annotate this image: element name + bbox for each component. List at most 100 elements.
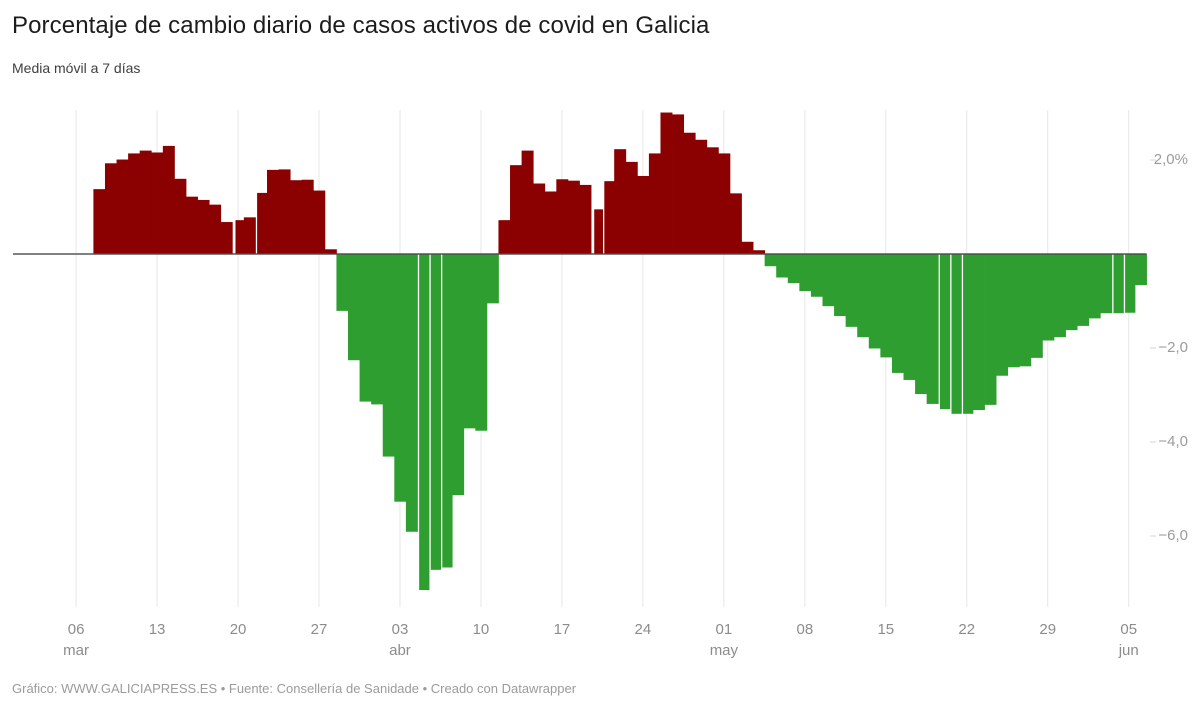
x-tick-day-05: 05 xyxy=(1120,621,1138,638)
bar-12-may xyxy=(845,254,858,327)
bar-23-may xyxy=(972,254,985,411)
bar-29-mar xyxy=(336,254,349,311)
bar-17-mar xyxy=(197,199,210,254)
bar-28-abr xyxy=(683,132,696,254)
bar-24-mar xyxy=(278,169,291,254)
bar-06-abr xyxy=(430,254,441,570)
bar-09-may xyxy=(810,254,823,297)
bar-30-may xyxy=(1053,254,1066,338)
bar-01-may xyxy=(718,153,731,254)
y-tick-label-3: −6,0 xyxy=(1158,527,1188,544)
bar-23-abr xyxy=(625,161,638,254)
bar-10-abr xyxy=(475,254,488,431)
bar-27-may xyxy=(1019,254,1032,367)
gridline-13 xyxy=(156,110,158,607)
bar-20-may xyxy=(939,254,951,410)
x-tick-day-24: 24 xyxy=(634,621,652,638)
bar-14-abr xyxy=(521,150,534,254)
bar-15-abr xyxy=(533,183,546,254)
bar-29-abr xyxy=(695,139,708,254)
bar-04-jun xyxy=(1113,254,1124,314)
y-tick-label-2: −4,0 xyxy=(1158,433,1188,450)
bar-17-abr xyxy=(556,179,569,254)
x-tick-day-20: 20 xyxy=(229,621,247,638)
bar-11-may xyxy=(834,254,847,317)
x-tick-day-22: 22 xyxy=(958,621,976,638)
bar-27-mar xyxy=(313,190,326,254)
bar-22-may xyxy=(963,254,974,414)
x-tick-day-06: 06 xyxy=(67,621,85,638)
bar-02-jun xyxy=(1088,254,1101,319)
y-tick-label-0: 2,0% xyxy=(1153,151,1188,168)
bar-16-abr xyxy=(544,191,557,254)
x-tick-month-may: may xyxy=(709,642,739,659)
bar-24-abr xyxy=(637,175,650,254)
bar-26-abr xyxy=(660,112,673,254)
bar-05-may xyxy=(764,254,777,267)
x-tick-day-29: 29 xyxy=(1039,621,1057,638)
chart-subtitle: Media móvil a 7 días xyxy=(12,60,141,76)
bar-18-mar xyxy=(209,204,222,254)
bar-06-may xyxy=(776,254,789,278)
bar-03-jun xyxy=(1100,254,1113,314)
x-tick-day-10: 10 xyxy=(472,621,490,638)
bar-03-may xyxy=(741,241,754,254)
gridline-15 xyxy=(885,110,887,607)
bar-01-abr xyxy=(371,254,384,405)
y-tick-label-1: −2,0 xyxy=(1158,339,1188,356)
x-tick-day-13: 13 xyxy=(148,621,166,638)
x-tick-day-03: 03 xyxy=(391,621,409,638)
y-tick-mark--4 xyxy=(1150,441,1156,443)
bar-03-abr xyxy=(394,254,407,502)
bar-10-may xyxy=(822,254,835,307)
bar-26-mar xyxy=(301,179,314,254)
bar-13-may xyxy=(857,254,870,338)
gridline-08 xyxy=(804,110,806,607)
x-tick-day-17: 17 xyxy=(553,621,571,638)
bar-04-may xyxy=(753,250,766,254)
x-tick-day-27: 27 xyxy=(310,621,328,638)
gridline-29 xyxy=(1047,110,1049,607)
bar-25-abr xyxy=(648,153,661,254)
bar-28-may xyxy=(1030,254,1043,358)
bar-25-may xyxy=(996,254,1009,376)
bar-02-may xyxy=(729,193,742,254)
gridline-20 xyxy=(237,110,239,607)
bar-28-mar xyxy=(324,249,337,254)
bar-18-may xyxy=(915,254,928,395)
bar-01-jun xyxy=(1077,254,1090,326)
gridline-06-mar xyxy=(75,110,77,607)
bar-04-abr xyxy=(405,254,418,532)
gridline-27 xyxy=(318,110,320,607)
bar-31-may xyxy=(1065,254,1078,331)
bar-22-abr xyxy=(614,149,627,254)
bar-21-mar xyxy=(243,217,256,254)
x-tick-day-15: 15 xyxy=(877,621,895,638)
bar-19-abr xyxy=(579,184,592,254)
bar-09-mar xyxy=(104,163,117,254)
bar-20-mar xyxy=(235,220,245,254)
bar-19-may xyxy=(926,254,939,404)
x-tick-month-abr: abr xyxy=(389,642,411,659)
bar-30-mar xyxy=(348,254,360,361)
bar-15-mar xyxy=(174,178,187,254)
bar-11-mar xyxy=(128,153,141,254)
chart-title: Porcentaje de cambio diario de casos act… xyxy=(12,12,710,39)
bar-13-mar xyxy=(151,152,164,254)
bar-05-abr xyxy=(419,254,430,591)
bar-17-may xyxy=(903,254,916,380)
y-tick-mark--2 xyxy=(1150,347,1156,349)
bar-13-abr xyxy=(510,165,523,254)
bar-24-may xyxy=(984,254,997,405)
bar-26-may xyxy=(1007,254,1020,368)
bar-06-jun xyxy=(1134,254,1147,286)
bar-23-mar xyxy=(266,169,279,254)
zero-line xyxy=(13,253,1147,255)
bar-08-abr xyxy=(452,254,465,496)
bar-15-may xyxy=(880,254,893,358)
bar-21-abr xyxy=(604,181,615,254)
y-tick-mark--6 xyxy=(1150,535,1156,537)
y-tick-mark-2 xyxy=(1150,159,1156,161)
